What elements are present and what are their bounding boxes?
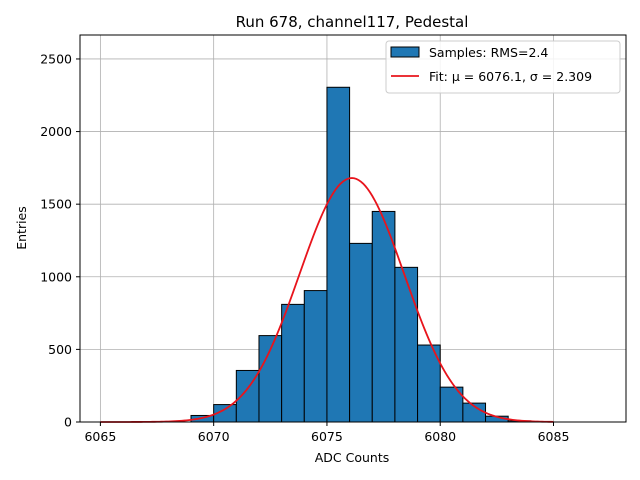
histogram-bar [394,266,419,423]
histogram-bars [190,86,532,423]
chart-title: Run 678, channel117, Pedestal [236,13,469,31]
histogram-bar [326,86,351,423]
x-tick-label: 6065 [84,429,116,444]
legend-fit-label: Fit: μ = 6076.1, σ = 2.309 [429,69,592,84]
histogram-bar [281,303,305,423]
histogram-bar [303,290,328,423]
x-tick-label: 6075 [311,429,343,444]
x-axis-ticks: 6065 6070 6075 6080 6085 [84,422,569,444]
legend-box [385,40,621,94]
y-tick-label: 500 [48,342,72,357]
legend: Samples: RMS=2.4 Fit: μ = 6076.1, σ = 2.… [385,40,621,94]
legend-histogram-swatch [390,46,420,58]
plot-frame [79,34,627,423]
y-axis-label: Entries [14,206,29,250]
y-tick-label: 1500 [40,197,72,212]
legend-histogram-label: Samples: RMS=2.4 [429,45,548,60]
x-axis-label: ADC Counts [315,450,390,465]
x-tick-label: 6070 [198,429,230,444]
y-tick-label: 2500 [40,51,72,66]
histogram-bar [371,210,396,423]
y-tick-label: 1000 [40,269,72,284]
y-tick-label: 0 [64,415,72,430]
x-tick-label: 6085 [538,429,570,444]
y-tick-label: 2000 [40,124,72,139]
fit-curve [100,177,554,423]
x-tick-label: 6080 [424,429,456,444]
histogram-bar [349,242,373,423]
y-axis-ticks: 0 500 1000 1500 2000 2500 [40,51,80,430]
